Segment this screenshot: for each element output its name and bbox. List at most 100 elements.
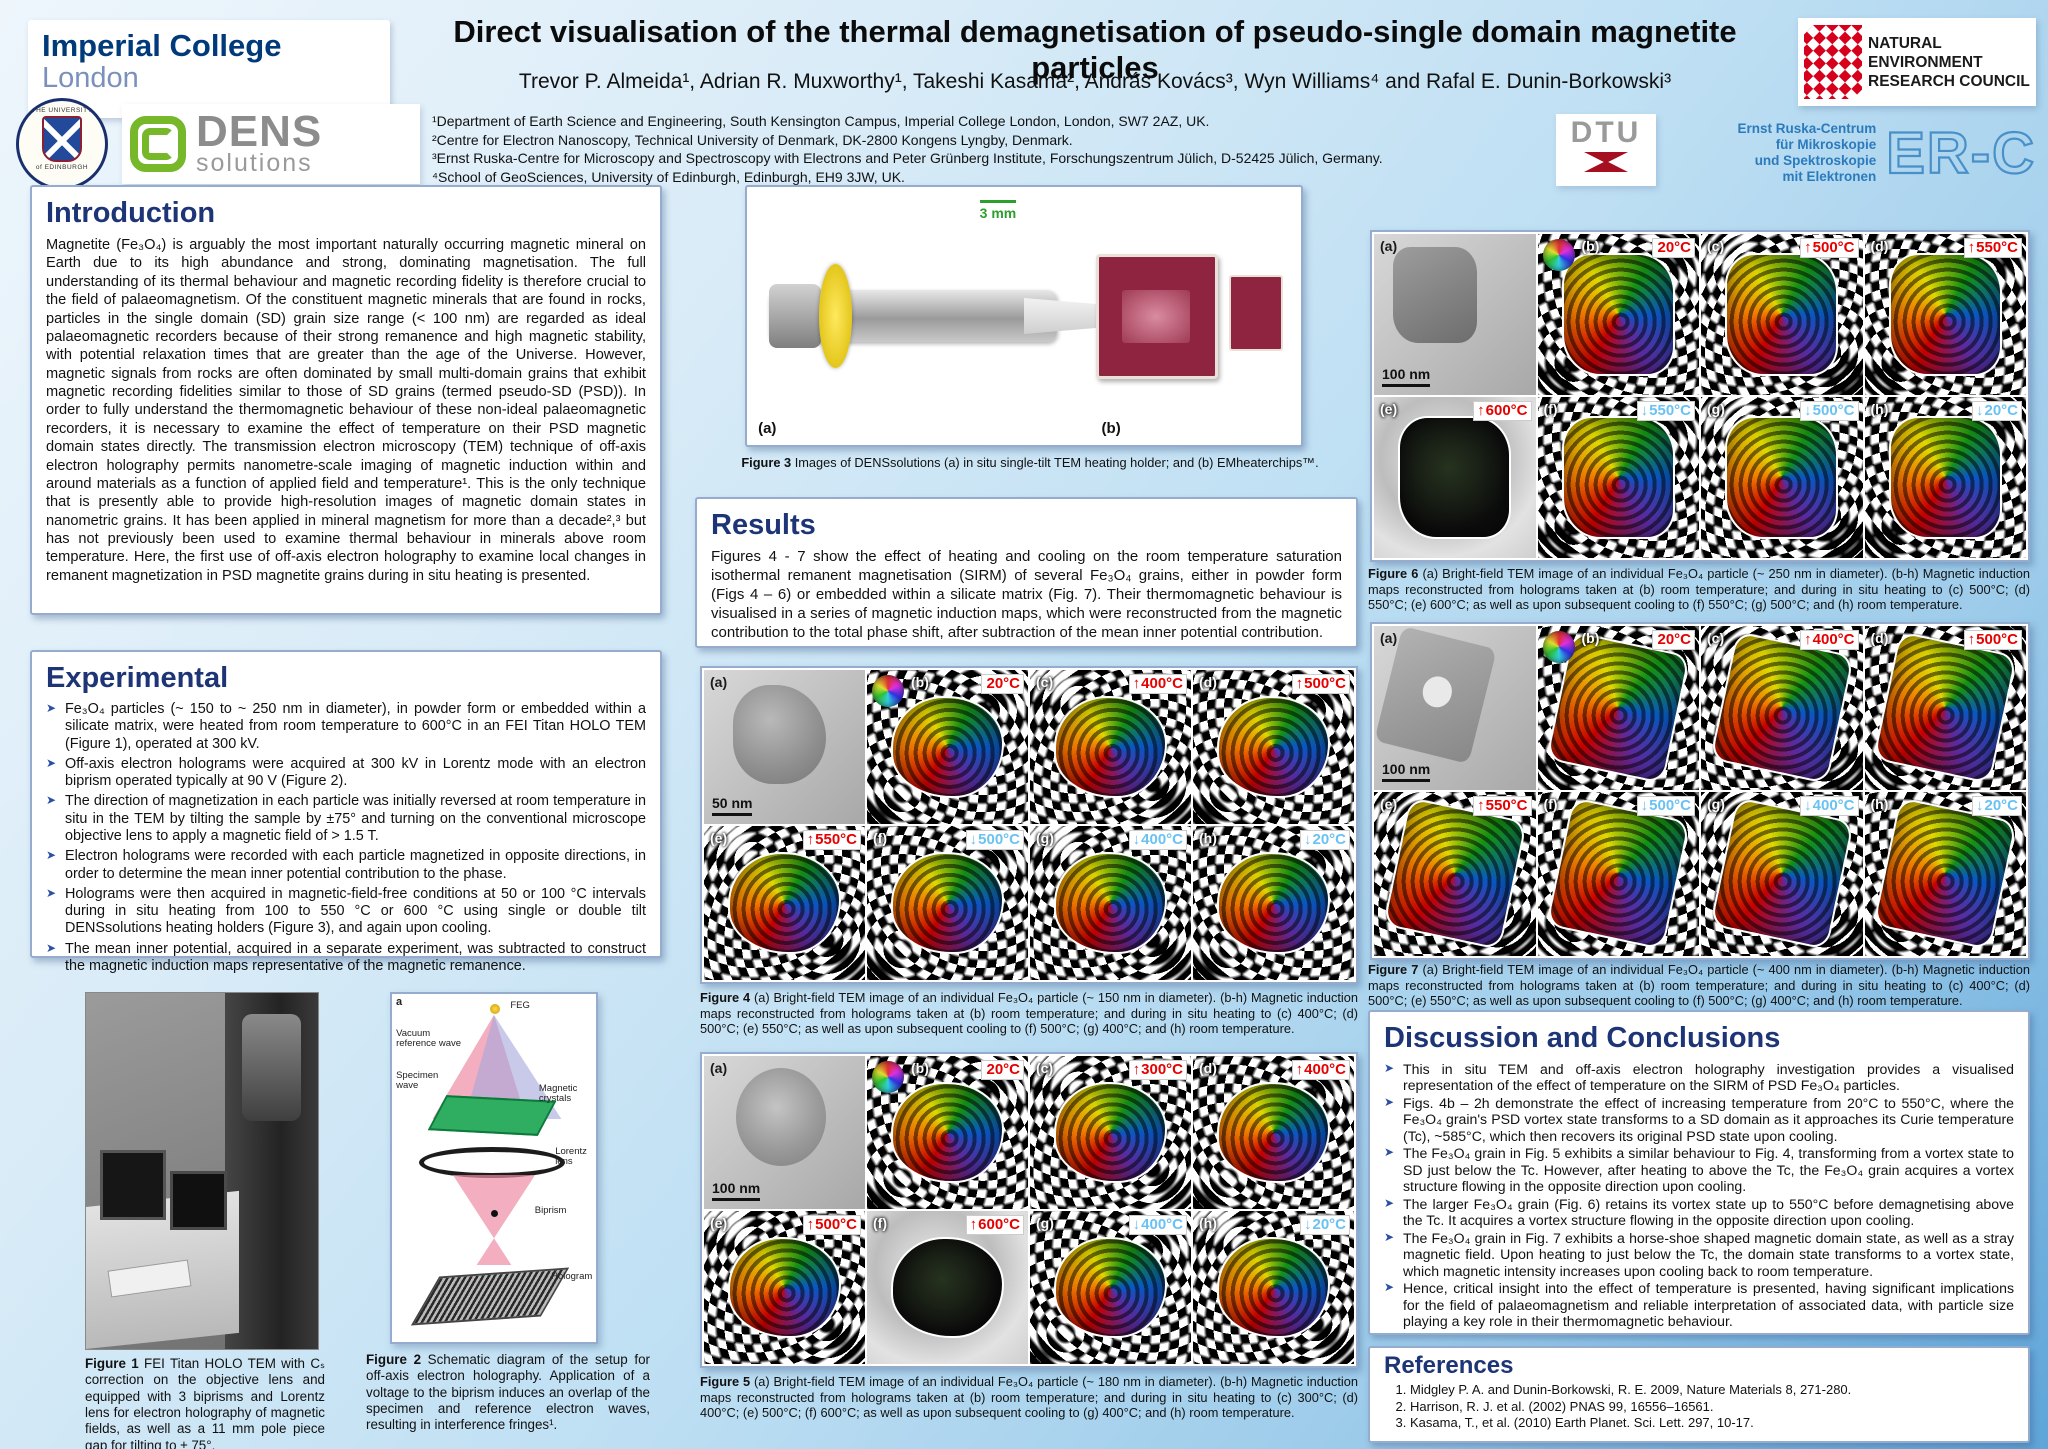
experimental-section: Experimental Fe₃O₄ particles (~ 150 to ~…	[30, 650, 662, 974]
figure5-caption: Figure 5 (a) Bright-field TEM image of a…	[700, 1374, 1358, 1421]
lorentz-lens-ring	[418, 1147, 566, 1179]
scale-bar: 100 nm	[1382, 366, 1431, 387]
temperature-badge: 20°C	[981, 674, 1024, 694]
figure6-caption: Figure 6 (a) Bright-field TEM image of a…	[1368, 566, 2030, 613]
emheater-chip-small	[1228, 274, 1283, 351]
introduction-heading: Introduction	[46, 197, 216, 229]
panel-label: (e)	[1380, 796, 1398, 812]
experimental-bullet: Fe₃O₄ particles (~ 150 to ~ 250 nm in di…	[46, 701, 646, 753]
panel-label: (a)	[710, 674, 728, 690]
erc-text-line4: mit Elektronen	[1782, 169, 1877, 184]
reference-list: Midgley P. A. and Dunin-Borkowski, R. E.…	[1384, 1382, 2014, 1432]
experimental-bullet: Holograms were then acquired in magnetic…	[46, 886, 646, 938]
induction-map-grain	[1873, 797, 2018, 951]
dtu-logo: DTU	[1556, 114, 1656, 186]
induction-map-grain	[891, 1082, 1004, 1183]
panel-label: (g)	[1707, 796, 1725, 812]
temperature-badge: ↑300°C	[1128, 1060, 1187, 1080]
panel-label: (f)	[1543, 796, 1558, 812]
temperature-badge: ↑600°C	[965, 1215, 1024, 1235]
panel-label: (d)	[1870, 238, 1889, 254]
figure7-caption: Figure 7 (a) Bright-field TEM image of a…	[1368, 962, 2030, 1009]
panel-label: (h)	[1870, 796, 1889, 812]
color-wheel-icon	[872, 1061, 904, 1093]
experimental-bullet: The mean inner potential, acquired in a …	[46, 941, 646, 976]
tem-instrument-column	[225, 993, 318, 1349]
fig7-panel-a: (a) 100 nm	[1374, 626, 1536, 790]
figure3-holder-image: 3 mm (a) (b)	[745, 185, 1303, 447]
fig5-panel-b: (b) 20°C	[867, 1056, 1028, 1209]
nerc-text-line2: ENVIRONMENT	[1868, 53, 1983, 71]
induction-map-grain	[1054, 852, 1167, 954]
tem-particle	[736, 1068, 827, 1167]
nerc-text-line1: NATURAL	[1868, 34, 1942, 52]
imperial-college-logo: Imperial College London	[28, 20, 390, 118]
panel-label: (f)	[873, 830, 887, 846]
figure6-panel-grid: (a) 100 nm (b) 20°C (c) ↑500°C (d) ↑550°…	[1370, 230, 2030, 562]
fig6-panel-b: (b) 20°C	[1537, 234, 1699, 395]
induction-map-grain	[1725, 416, 1839, 539]
panel-label: (c)	[1036, 1060, 1054, 1076]
fig6-panel-e: (e) ↑600°C	[1374, 397, 1536, 558]
nerc-diamond-pattern-icon	[1804, 25, 1862, 99]
fig2-label-lens: Lorentz lens	[555, 1146, 587, 1168]
fig6-panel-c: (c) ↑500°C	[1701, 234, 1863, 395]
ernst-ruska-centrum-logo: Ernst Ruska-Centrum für Mikroskopie und …	[1658, 118, 2036, 188]
edinburgh-crest-text-top: THE UNIVERSITY	[31, 107, 93, 114]
tem-particle	[732, 685, 827, 784]
fig4-panel-d: (d) ↑500°C	[1193, 670, 1354, 824]
fig2-label-specimen-wave: Specimen wave	[396, 1069, 439, 1091]
dtu-crown-icon	[1584, 152, 1628, 172]
temperature-badge: ↑500°C	[802, 1215, 861, 1235]
fig3-panel-a-label: (a)	[758, 420, 777, 438]
color-wheel-icon	[872, 675, 904, 707]
fig5-panel-f: (f) ↑600°C	[867, 1211, 1028, 1364]
discussion-heading: Discussion and Conclusions	[1384, 1022, 1781, 1054]
temperature-badge: ↓20°C	[1299, 1215, 1350, 1235]
discussion-bullet: The larger Fe₃O₄ grain (Fig. 6) retains …	[1384, 1196, 2014, 1229]
temperature-badge: ↑550°C	[802, 830, 861, 850]
temperature-badge: ↓400°C	[1128, 830, 1187, 850]
induction-map-grain	[1217, 1082, 1330, 1183]
demagnetised-grain	[891, 1237, 1004, 1338]
fig7-panel-d: (d) ↑500°C	[1864, 626, 2026, 790]
experimental-heading: Experimental	[46, 662, 229, 694]
fig5-panel-g: (g) ↓400°C	[1030, 1211, 1191, 1364]
temperature-badge: ↓500°C	[1800, 401, 1859, 421]
temperature-badge: ↓20°C	[1971, 796, 2022, 816]
panel-label: (h)	[1199, 1215, 1217, 1231]
induction-map-grain	[1217, 1237, 1330, 1338]
references-section: References Midgley P. A. and Dunin-Borko…	[1368, 1346, 2030, 1443]
fig4-panel-g: (g) ↓400°C	[1030, 826, 1191, 980]
panel-label: (h)	[1199, 830, 1217, 846]
induction-map-grain	[1888, 253, 2002, 376]
induction-map-grain	[1888, 416, 2002, 539]
color-wheel-icon	[1542, 631, 1575, 663]
experimental-bullet: The direction of magnetization in each p…	[46, 793, 646, 845]
affiliations: ¹Department of Earth Science and Enginee…	[432, 112, 1552, 186]
temperature-badge: ↓20°C	[1299, 830, 1350, 850]
poster-title: Direct visualisation of the thermal dema…	[453, 14, 1737, 85]
fig7-panel-b: (b) 20°C	[1537, 626, 1699, 790]
scale-bar: 50 nm	[712, 795, 753, 816]
nerc-logo: NATURAL ENVIRONMENT RESEARCH COUNCIL	[1798, 18, 2036, 106]
affiliation-3: ³Ernst Ruska-Centre for Microscopy and S…	[432, 150, 1383, 166]
dtu-logo-text: DTU	[1570, 116, 1642, 149]
university-of-edinburgh-crest: THE UNIVERSITY of EDINBURGH	[16, 98, 108, 190]
discussion-bullet-list: This in situ TEM and off-axis electron h…	[1384, 1061, 2014, 1330]
induction-map-grain	[1709, 797, 1854, 951]
panel-label: (g)	[1036, 1215, 1054, 1231]
fig4-panel-a: (a) 50 nm	[704, 670, 865, 824]
imperial-logo-line1: Imperial College	[42, 28, 282, 63]
panel-label: (f)	[1543, 401, 1558, 417]
temperature-badge: ↓400°C	[1800, 796, 1859, 816]
discussion-conclusions-section: Discussion and Conclusions This in situ …	[1368, 1010, 2030, 1335]
fig4-panel-f: (f) ↓500°C	[867, 826, 1028, 980]
panel-label: (b)	[911, 1060, 929, 1076]
temperature-badge: ↑400°C	[1291, 1060, 1350, 1080]
fig3-scale-bar: 3 mm	[979, 199, 1017, 221]
fig5-panel-a: (a) 100 nm	[704, 1056, 865, 1209]
temperature-badge: ↑400°C	[1800, 630, 1859, 650]
figure1-caption: Figure 1 FEI Titan HOLO TEM with Cₛ corr…	[85, 1356, 325, 1449]
figure2-holography-diagram: a FEG Vacuum reference wave Specimen wav…	[390, 992, 598, 1344]
